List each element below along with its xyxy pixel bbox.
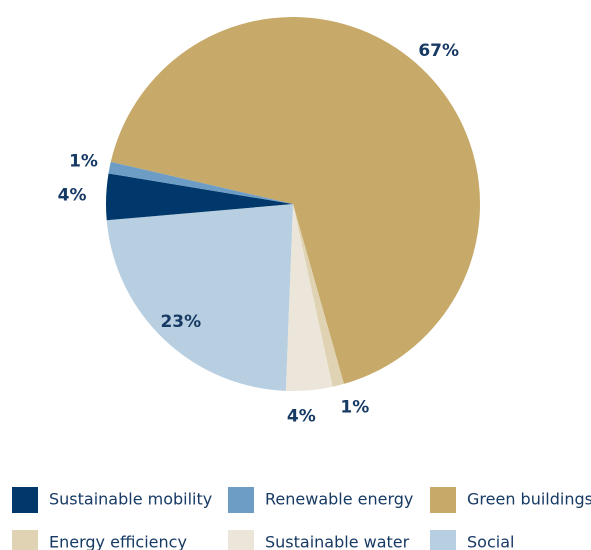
legend-label-sustainable-mobility: Sustainable mobility [49, 490, 212, 509]
pie-slices [105, 16, 480, 391]
slice-sustainable-water [285, 204, 333, 391]
slice-renewable-energy [108, 161, 293, 204]
legend-swatch-sustainable-water [228, 530, 254, 550]
legend-swatch-energy-efficiency [12, 530, 38, 550]
legend-swatch-renewable-energy [228, 487, 254, 513]
data-label-renewable-energy: 1% [69, 151, 98, 171]
legend-item-sustainable-water: Sustainable water [228, 530, 410, 550]
legend-item-renewable-energy: Renewable energy [228, 487, 413, 513]
data-label-social: 23% [160, 312, 201, 332]
legend-swatch-social [430, 530, 456, 550]
legend-label-green-buildings: Green buildings [467, 490, 591, 509]
data-label-sustainable-water: 4% [287, 407, 316, 427]
slice-social [106, 204, 294, 391]
slice-sustainable-mobility [105, 173, 293, 221]
legend-item-sustainable-mobility: Sustainable mobility [12, 487, 212, 513]
legend-swatch-sustainable-mobility [12, 487, 38, 513]
legend-label-sustainable-water: Sustainable water [265, 533, 410, 550]
legend-item-social: Social [430, 530, 514, 550]
slice-energy-efficiency [293, 204, 344, 387]
slice-green-buildings [110, 16, 480, 384]
legend-label-social: Social [467, 533, 514, 550]
legend-item-energy-efficiency: Energy efficiency [12, 530, 187, 550]
legend-swatch-green-buildings [430, 487, 456, 513]
legend-item-green-buildings: Green buildings [430, 487, 591, 513]
data-label-sustainable-mobility: 4% [58, 186, 87, 206]
pie-labels: 67% 1% 4% 23% 4% 1% [58, 41, 459, 427]
data-label-green-buildings: 67% [418, 41, 459, 61]
legend-label-energy-efficiency: Energy efficiency [49, 533, 187, 550]
legend-label-renewable-energy: Renewable energy [265, 490, 413, 509]
legend: Sustainable mobility Renewable energy Gree… [12, 487, 591, 550]
data-label-energy-efficiency: 1% [340, 398, 369, 418]
